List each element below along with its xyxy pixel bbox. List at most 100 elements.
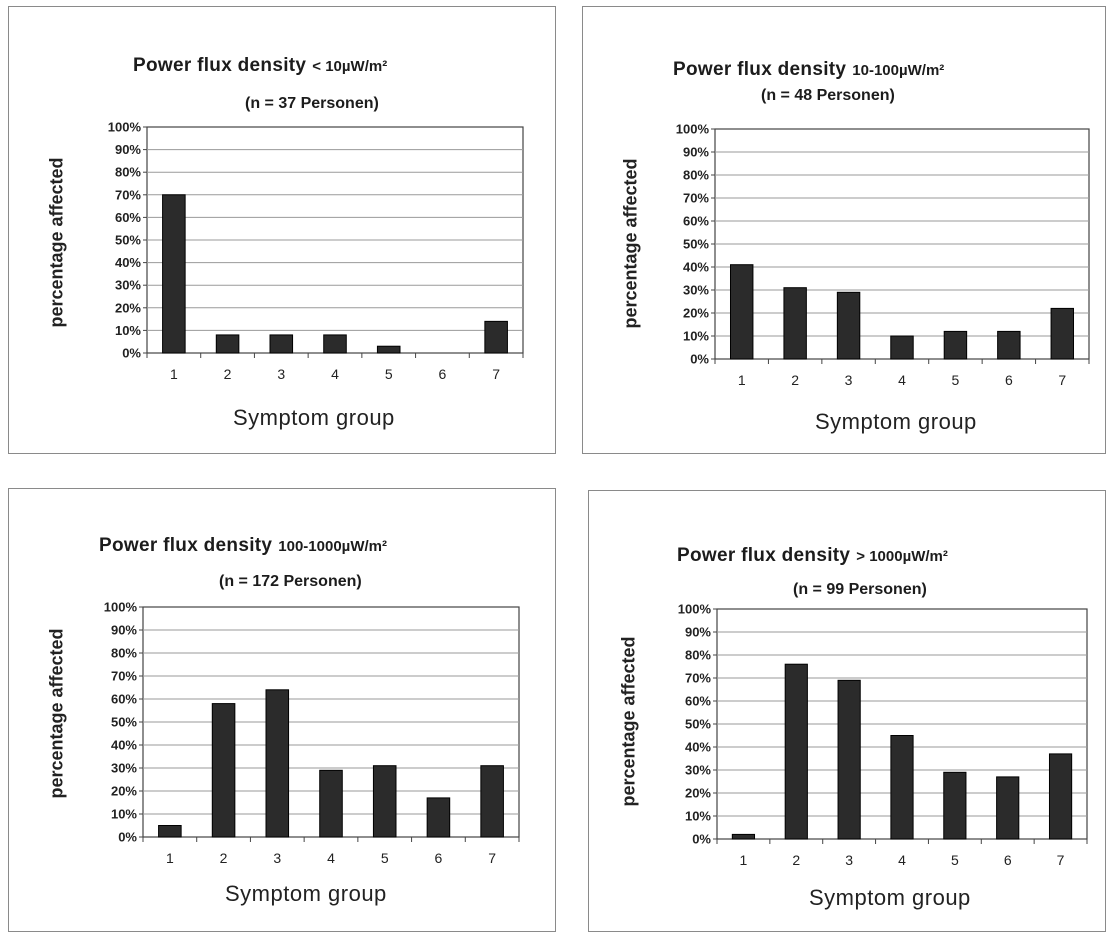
y-tick-label: 50%	[115, 233, 141, 248]
y-tick-label: 80%	[115, 165, 141, 180]
chart-subtitle: (n = 99 Personen)	[793, 581, 927, 598]
y-tick-label: 30%	[683, 283, 709, 298]
x-tick-label: 2	[224, 366, 232, 382]
density-label: 100-1000µW/m²	[278, 538, 387, 555]
y-tick-label: 100%	[676, 122, 710, 137]
x-tick-label: 4	[327, 850, 335, 866]
x-tick-label: 7	[1057, 852, 1065, 868]
bar	[784, 663, 808, 840]
y-tick-label: 30%	[111, 761, 137, 776]
x-tick-label: 7	[488, 850, 496, 866]
bar	[997, 330, 1021, 360]
bar	[215, 334, 240, 354]
bar	[837, 679, 861, 840]
chart-svg: 0% 10% 20% 30% 40% 50% 60% 70% 80% 90% 100% 1 2 3 4 5 6 7	[676, 122, 1090, 388]
bar	[319, 769, 343, 838]
y-tick-label: 0%	[692, 832, 711, 847]
bar	[783, 287, 807, 360]
y-tick-label: 90%	[685, 625, 711, 640]
density-label: > 1000µW/m²	[856, 548, 948, 565]
x-tick-label: 3	[277, 366, 285, 382]
y-tick-label: 0%	[690, 352, 709, 367]
bar	[1048, 753, 1073, 840]
y-tick-label: 40%	[111, 738, 137, 753]
chart-panel-1: Power flux density < 10µW/m² (n = 37 Pers…	[8, 6, 556, 454]
chart-title-text: Power flux density	[99, 535, 273, 556]
y-tick-label: 0%	[118, 830, 137, 845]
chart-svg: 0% 10% 20% 30% 40% 50% 60% 70% 80% 90% 100% 1 2 3 4 5 6 7	[678, 602, 1088, 868]
y-tick-label: 0%	[122, 346, 141, 361]
bar	[996, 776, 1020, 840]
y-tick-label: 10%	[685, 809, 711, 824]
chart-title: Power flux density 100-1000µW/m²	[99, 535, 387, 557]
chart-subtitle: (n = 37 Personen)	[245, 95, 379, 112]
bar	[890, 335, 914, 360]
x-tick-label: 4	[898, 372, 906, 388]
bar	[836, 291, 861, 360]
x-axis-label: Symptom group	[225, 881, 387, 906]
x-tick-label: 6	[439, 366, 447, 382]
y-tick-label: 40%	[115, 255, 141, 270]
x-tick-label: 6	[435, 850, 443, 866]
y-tick-label: 70%	[685, 671, 711, 686]
bar	[269, 334, 294, 354]
bar	[372, 765, 397, 838]
y-tick-label: 60%	[115, 210, 141, 225]
chart-svg: 0% 10% 20% 30% 40% 50% 60% 70% 80% 90% 100% 1 2 3 4 5 6 7	[104, 600, 520, 866]
x-tick-label: 5	[951, 852, 959, 868]
x-tick-label: 3	[273, 850, 281, 866]
chart-title: Power flux density > 1000µW/m²	[677, 545, 948, 567]
y-tick-label: 60%	[685, 694, 711, 709]
y-tick-label: 50%	[685, 717, 711, 732]
y-tick-label: 60%	[683, 214, 709, 229]
chart-svg: 0% 10% 20% 30% 40% 50% 60% 70% 80% 90% 100% 1 2 3 4 5 6 7	[108, 120, 524, 382]
y-tick-label: 20%	[683, 306, 709, 321]
chart-title: Power flux density 10-100µW/m²	[673, 59, 944, 81]
x-tick-label: 4	[331, 366, 339, 382]
y-tick-label: 100%	[678, 602, 712, 617]
chart-title-text: Power flux density	[673, 59, 847, 80]
chart-panel-3: Power flux density 100-1000µW/m² (n = 172…	[8, 488, 556, 932]
y-tick-label: 80%	[683, 168, 709, 183]
bar	[484, 320, 508, 354]
x-tick-label: 1	[166, 850, 174, 866]
x-tick-label: 4	[898, 852, 906, 868]
chart-title-text: Power flux density	[677, 545, 851, 566]
y-tick-label: 20%	[111, 784, 137, 799]
y-tick-label: 10%	[683, 329, 709, 344]
y-tick-label: 80%	[111, 646, 137, 661]
y-tick-label: 90%	[115, 142, 141, 157]
y-tick-label: 30%	[685, 763, 711, 778]
x-axis-label: Symptom group	[809, 885, 971, 910]
y-tick-label: 70%	[115, 187, 141, 202]
bar	[890, 735, 914, 840]
bar	[731, 833, 756, 840]
bar	[480, 765, 504, 838]
chart-subtitle: (n = 172 Personen)	[219, 573, 362, 590]
y-tick-label: 10%	[115, 323, 141, 338]
y-tick-label: 40%	[685, 740, 711, 755]
y-tick-label: 60%	[111, 692, 137, 707]
y-tick-label: 50%	[683, 237, 709, 252]
x-tick-label: 2	[220, 850, 228, 866]
x-tick-label: 7	[1058, 372, 1066, 388]
x-tick-label: 5	[952, 372, 960, 388]
x-tick-label: 5	[385, 366, 393, 382]
chart-subtitle: (n = 48 Personen)	[761, 87, 895, 104]
x-tick-label: 3	[845, 852, 853, 868]
y-tick-label: 70%	[683, 191, 709, 206]
x-tick-label: 1	[740, 852, 748, 868]
x-axis-label: Symptom group	[815, 409, 977, 434]
x-tick-label: 6	[1004, 852, 1012, 868]
bar	[943, 330, 968, 360]
bar	[158, 825, 182, 838]
y-tick-label: 90%	[683, 145, 709, 160]
x-tick-label: 1	[170, 366, 178, 382]
chart-title: Power flux density < 10µW/m²	[133, 55, 387, 77]
y-tick-label: 100%	[108, 120, 142, 135]
y-tick-label: 40%	[683, 260, 709, 275]
chart-title-text: Power flux density	[133, 55, 307, 76]
y-tick-label: 100%	[104, 600, 138, 615]
chart-panel-2: Power flux density 10-100µW/m² (n = 48 Pe…	[582, 6, 1106, 454]
y-tick-label: 10%	[111, 807, 137, 822]
